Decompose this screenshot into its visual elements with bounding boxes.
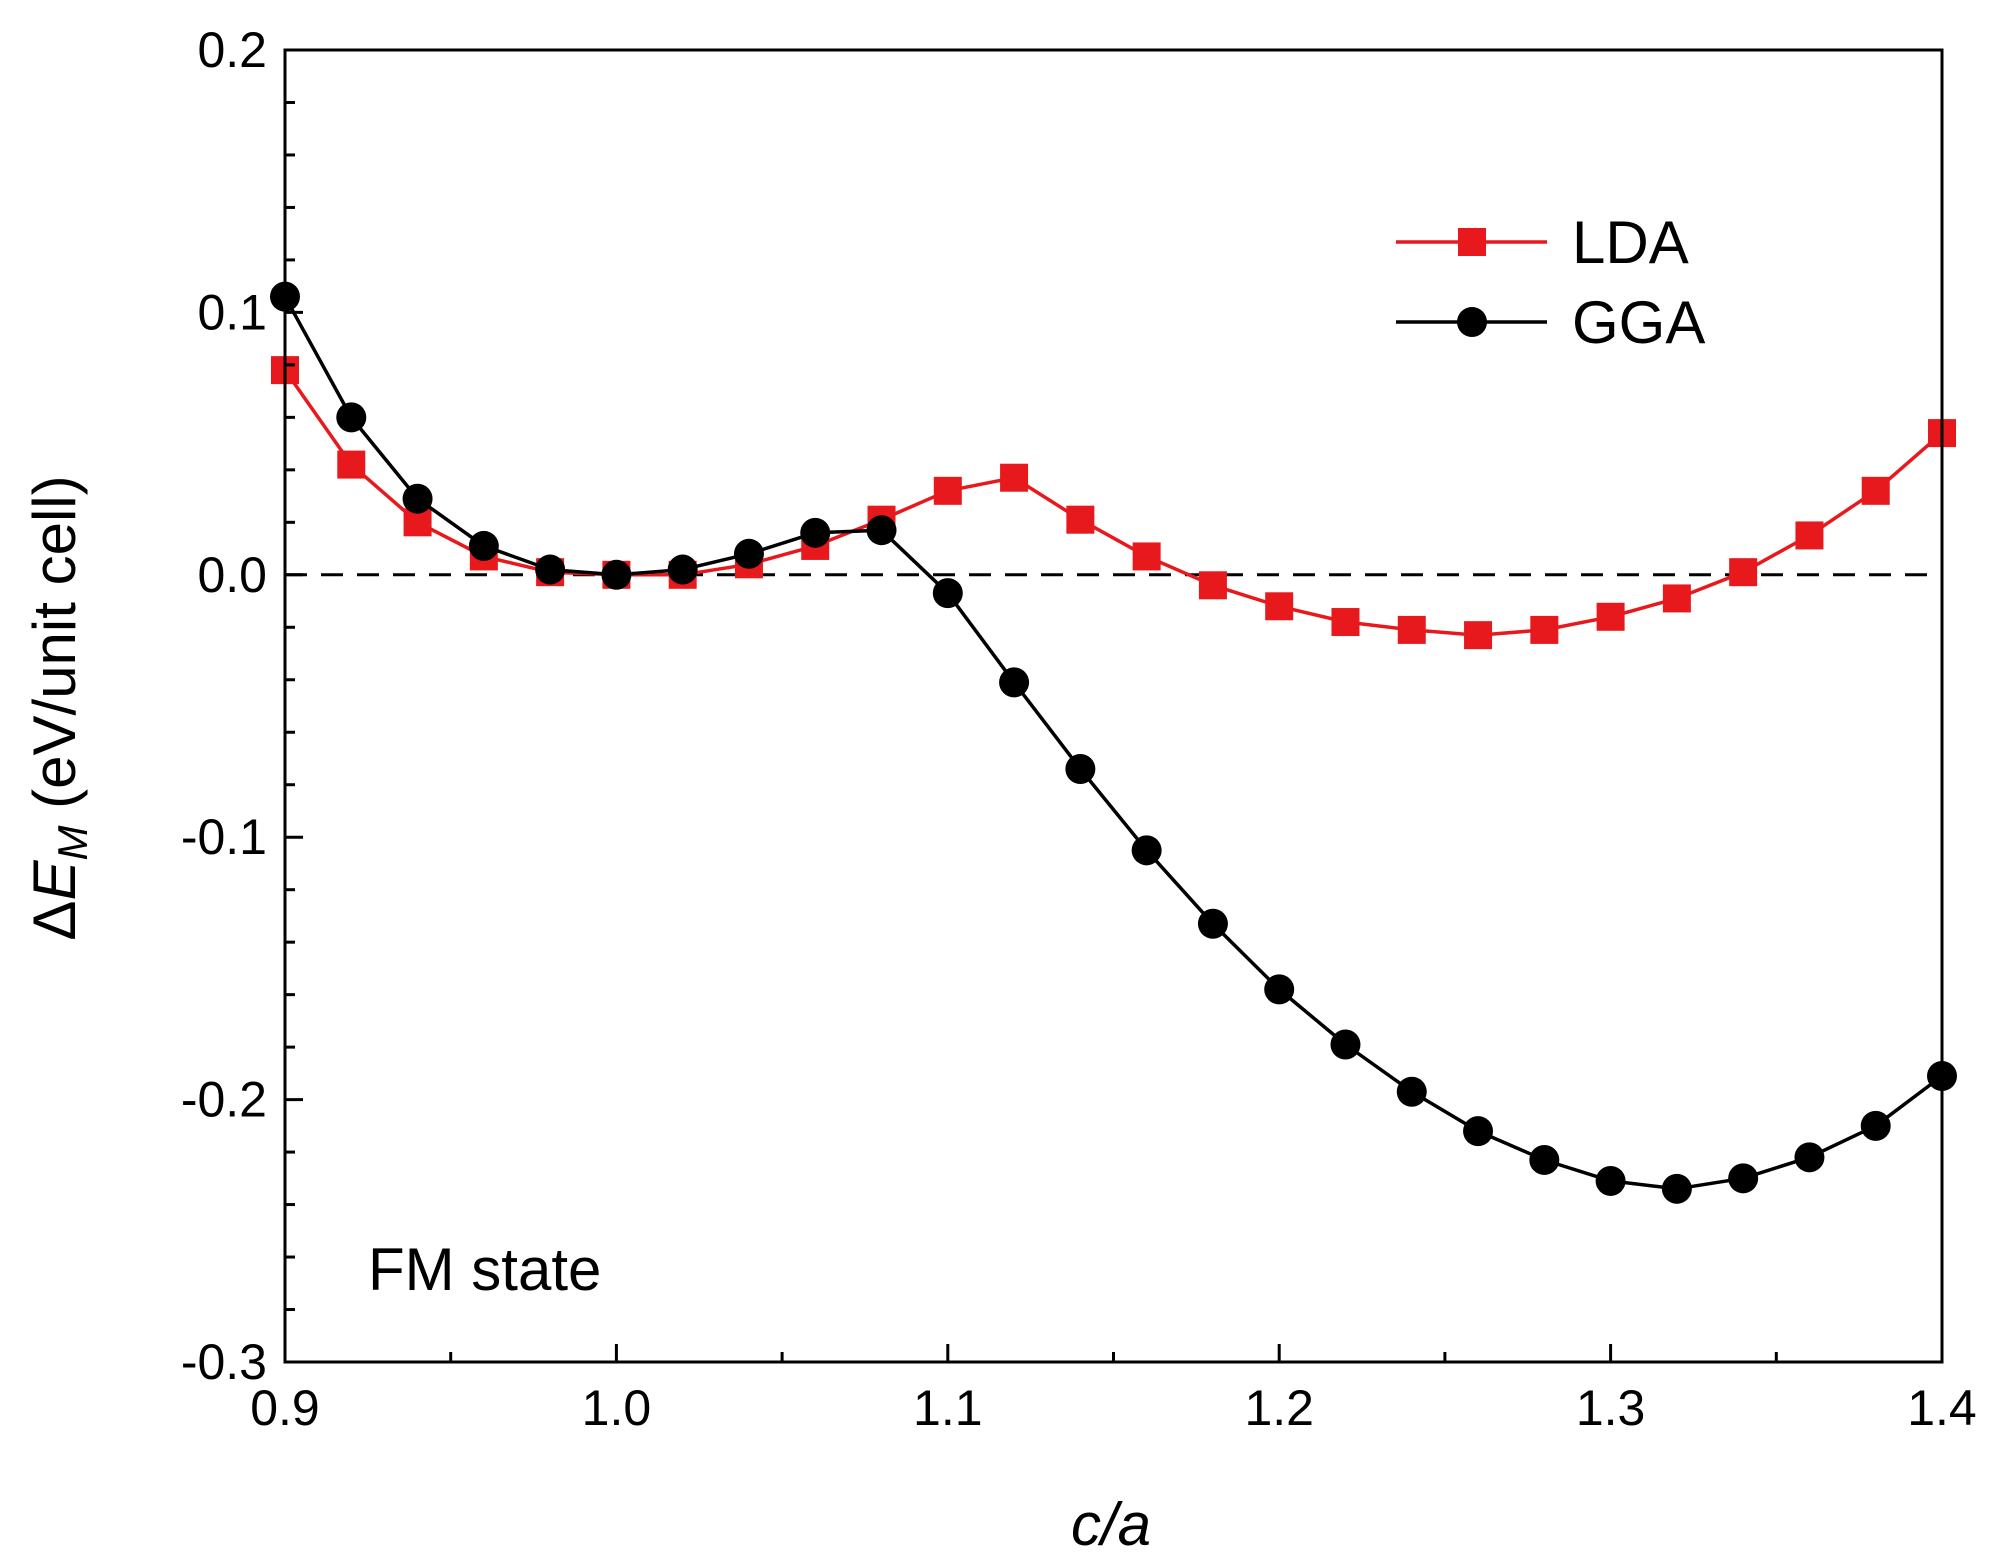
data-point-gga — [402, 483, 433, 514]
legend-marker-lda — [1458, 228, 1486, 256]
data-point-gga — [336, 402, 367, 433]
y-tick-label: 0.1 — [197, 284, 267, 340]
data-point-lda — [337, 450, 366, 479]
data-point-gga — [1529, 1144, 1560, 1175]
y-tick-label: 0.0 — [197, 547, 267, 603]
data-point-lda — [1132, 542, 1161, 571]
data-point-lda — [1729, 558, 1758, 587]
data-point-gga — [932, 578, 963, 609]
data-point-gga — [800, 517, 831, 548]
data-point-gga — [1860, 1110, 1891, 1141]
data-point-lda — [1198, 571, 1227, 600]
data-point-lda — [1397, 615, 1426, 644]
data-point-gga — [535, 554, 566, 585]
data-point-gga — [733, 538, 764, 569]
data-point-lda — [1861, 476, 1890, 505]
data-point-lda — [1662, 584, 1691, 613]
plot-layer — [270, 281, 1957, 1204]
y-axis-title-symbol: E — [21, 860, 88, 901]
data-point-lda — [1795, 521, 1824, 550]
data-point-gga — [1661, 1173, 1692, 1204]
x-tick-label: 1.2 — [1244, 1380, 1314, 1436]
data-point-lda — [933, 476, 962, 505]
y-tick-label: -0.2 — [181, 1072, 267, 1128]
data-point-gga — [1197, 908, 1228, 939]
y-tick-label: 0.2 — [197, 22, 267, 78]
legend-marker-gga — [1457, 307, 1487, 337]
data-point-lda — [1265, 592, 1294, 621]
data-point-gga — [999, 667, 1030, 698]
legend-label-lda: LDA — [1572, 209, 1689, 276]
data-point-gga — [1595, 1165, 1626, 1196]
data-point-gga — [468, 530, 499, 561]
data-point-lda — [1331, 608, 1360, 637]
data-point-gga — [1794, 1142, 1825, 1173]
x-tick-label: 0.9 — [250, 1380, 320, 1436]
data-point-gga — [1396, 1076, 1427, 1107]
annotation-fm-state: FM state — [368, 1236, 601, 1303]
y-axis-title-units: (eV/unit cell) — [21, 475, 88, 825]
x-tick-label: 1.1 — [913, 1380, 983, 1436]
legend-label-gga: GGA — [1572, 289, 1705, 356]
legend: LDA GGA — [1396, 209, 1705, 356]
data-point-lda — [1000, 463, 1029, 492]
y-axis-title: ΔEM (eV/unit cell) — [21, 475, 96, 940]
data-point-gga — [1728, 1163, 1759, 1194]
series-line-lda — [283, 369, 1944, 637]
series-line-gga — [283, 295, 1944, 1191]
axis-layer: 0.9 1.0 1.1 1.2 1.3 1.4 -0.3 -0.2 -0.1 0.0 0.1 0.2 — [181, 22, 1977, 1436]
data-point-lda — [1596, 602, 1625, 631]
x-tick-label: 1.3 — [1576, 1380, 1646, 1436]
x-tick-label: 1.0 — [582, 1380, 652, 1436]
plot-frame — [283, 48, 1944, 1364]
data-point-gga — [1065, 753, 1096, 784]
data-point-gga — [667, 554, 698, 585]
y-tick-label: -0.3 — [181, 1334, 267, 1390]
data-point-gga — [1264, 974, 1295, 1005]
data-point-gga — [601, 559, 632, 590]
data-point-gga — [1463, 1116, 1494, 1147]
data-point-gga — [1131, 835, 1162, 866]
y-axis-title-delta: Δ — [21, 901, 88, 941]
x-tick-label: 1.4 — [1907, 1380, 1977, 1436]
y-tick-label: -0.1 — [181, 809, 267, 865]
y-axis-title-subscript: M — [49, 826, 96, 861]
x-axis-title: c/a — [1071, 1491, 1151, 1558]
data-point-lda — [1464, 621, 1493, 650]
data-point-gga — [1330, 1029, 1361, 1060]
data-point-gga — [866, 515, 897, 546]
data-point-lda — [1530, 615, 1559, 644]
data-point-lda — [1066, 505, 1095, 534]
